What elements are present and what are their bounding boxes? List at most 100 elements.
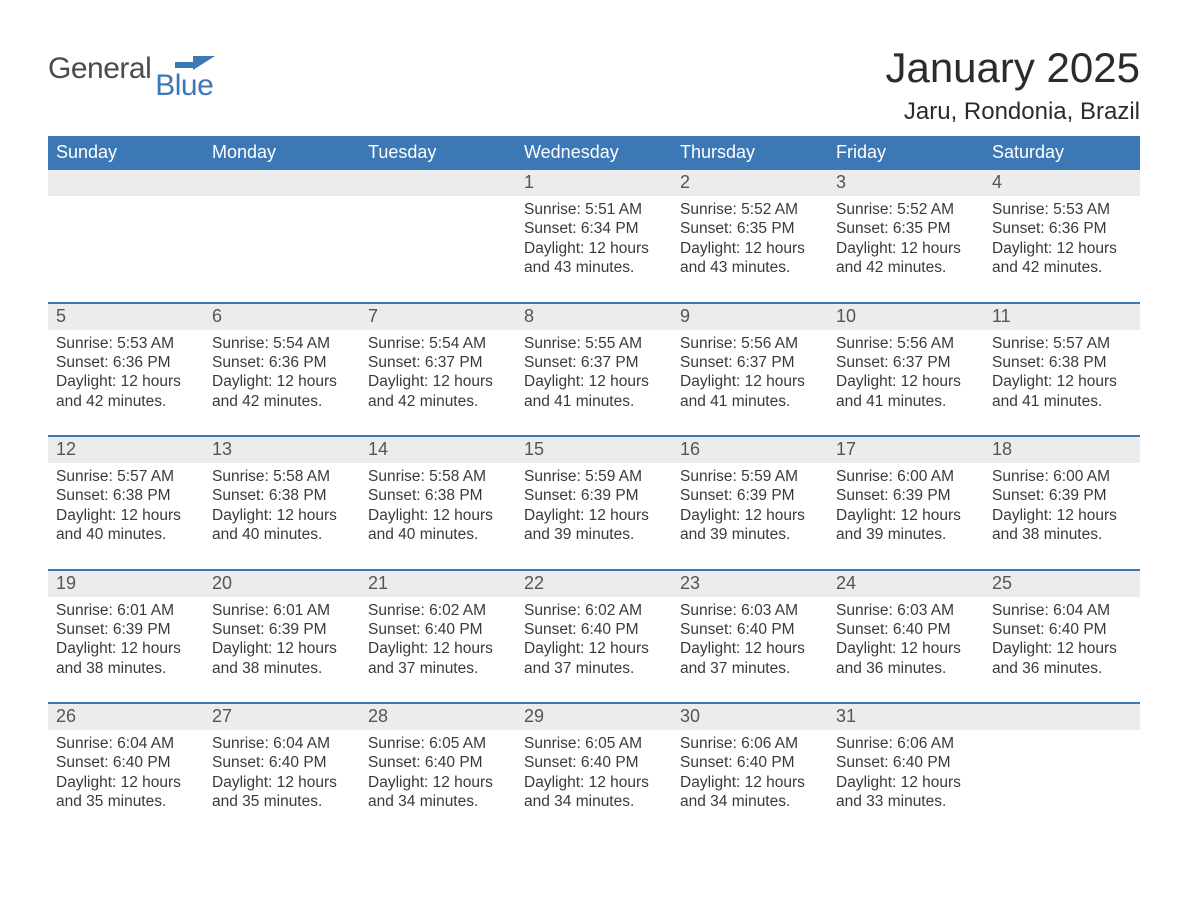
day-number: 12 (48, 437, 204, 463)
day-number: 31 (828, 704, 984, 730)
sunset-text: Sunset: 6:38 PM (212, 486, 352, 505)
day-cell (204, 196, 360, 302)
logo-blue-wrap: Blue (155, 56, 215, 99)
day-number: 4 (984, 170, 1140, 196)
day-number: 16 (672, 437, 828, 463)
sunrise-text: Sunrise: 5:59 AM (524, 467, 664, 486)
day-cell: Sunrise: 6:06 AMSunset: 6:40 PMDaylight:… (828, 730, 984, 836)
sunrise-text: Sunrise: 5:51 AM (524, 200, 664, 219)
calendar-week: 567891011Sunrise: 5:53 AMSunset: 6:36 PM… (48, 302, 1140, 436)
sunset-text: Sunset: 6:35 PM (836, 219, 976, 238)
sunset-text: Sunset: 6:40 PM (992, 620, 1132, 639)
sunset-text: Sunset: 6:40 PM (56, 753, 196, 772)
daynum-band: 1234 (48, 170, 1140, 196)
day-number: 24 (828, 571, 984, 597)
day-number: 18 (984, 437, 1140, 463)
sunrise-text: Sunrise: 6:02 AM (524, 601, 664, 620)
sunrise-text: Sunrise: 6:00 AM (992, 467, 1132, 486)
sunset-text: Sunset: 6:37 PM (524, 353, 664, 372)
sunset-text: Sunset: 6:40 PM (368, 753, 508, 772)
day-cell: Sunrise: 5:54 AMSunset: 6:36 PMDaylight:… (204, 330, 360, 436)
day-cell: Sunrise: 5:57 AMSunset: 6:38 PMDaylight:… (984, 330, 1140, 436)
sunset-text: Sunset: 6:39 PM (56, 620, 196, 639)
day-number: 9 (672, 304, 828, 330)
daylight-text: Daylight: 12 hours and 39 minutes. (680, 506, 820, 545)
daylight-text: Daylight: 12 hours and 36 minutes. (992, 639, 1132, 678)
weeks-container: 1234Sunrise: 5:51 AMSunset: 6:34 PMDayli… (48, 170, 1140, 836)
sunrise-text: Sunrise: 6:06 AM (680, 734, 820, 753)
calendar-week: 262728293031Sunrise: 6:04 AMSunset: 6:40… (48, 702, 1140, 836)
daynum-band: 12131415161718 (48, 437, 1140, 463)
day-cell: Sunrise: 6:04 AMSunset: 6:40 PMDaylight:… (48, 730, 204, 836)
sunrise-text: Sunrise: 5:58 AM (212, 467, 352, 486)
day-number: 5 (48, 304, 204, 330)
sunrise-text: Sunrise: 5:54 AM (212, 334, 352, 353)
weekday-header: Wednesday (516, 136, 672, 170)
sunrise-text: Sunrise: 6:04 AM (212, 734, 352, 753)
day-number: 27 (204, 704, 360, 730)
daylight-text: Daylight: 12 hours and 41 minutes. (992, 372, 1132, 411)
daylight-text: Daylight: 12 hours and 37 minutes. (524, 639, 664, 678)
day-cell: Sunrise: 5:53 AMSunset: 6:36 PMDaylight:… (48, 330, 204, 436)
day-number: 1 (516, 170, 672, 196)
daylight-text: Daylight: 12 hours and 42 minutes. (836, 239, 976, 278)
daylight-text: Daylight: 12 hours and 34 minutes. (680, 773, 820, 812)
day-cell: Sunrise: 5:55 AMSunset: 6:37 PMDaylight:… (516, 330, 672, 436)
day-number: 26 (48, 704, 204, 730)
sunrise-text: Sunrise: 6:04 AM (992, 601, 1132, 620)
logo-general-text: General (48, 54, 151, 84)
sunrise-text: Sunrise: 5:59 AM (680, 467, 820, 486)
sunset-text: Sunset: 6:35 PM (680, 219, 820, 238)
sunset-text: Sunset: 6:40 PM (680, 753, 820, 772)
day-cell: Sunrise: 5:51 AMSunset: 6:34 PMDaylight:… (516, 196, 672, 302)
sunset-text: Sunset: 6:39 PM (836, 486, 976, 505)
day-cell: Sunrise: 5:56 AMSunset: 6:37 PMDaylight:… (828, 330, 984, 436)
sunrise-text: Sunrise: 6:03 AM (836, 601, 976, 620)
sunrise-text: Sunrise: 5:57 AM (56, 467, 196, 486)
daylight-text: Daylight: 12 hours and 39 minutes. (524, 506, 664, 545)
sunset-text: Sunset: 6:40 PM (524, 753, 664, 772)
sunset-text: Sunset: 6:36 PM (56, 353, 196, 372)
daylight-text: Daylight: 12 hours and 37 minutes. (680, 639, 820, 678)
sunset-text: Sunset: 6:40 PM (680, 620, 820, 639)
daylight-text: Daylight: 12 hours and 42 minutes. (212, 372, 352, 411)
day-cell (48, 196, 204, 302)
sunset-text: Sunset: 6:38 PM (992, 353, 1132, 372)
logo-blue-text: Blue (155, 72, 213, 99)
sunrise-text: Sunrise: 6:05 AM (524, 734, 664, 753)
daylight-text: Daylight: 12 hours and 35 minutes. (212, 773, 352, 812)
daylight-text: Daylight: 12 hours and 34 minutes. (368, 773, 508, 812)
sunset-text: Sunset: 6:39 PM (680, 486, 820, 505)
daylight-text: Daylight: 12 hours and 36 minutes. (836, 639, 976, 678)
day-number (48, 170, 204, 196)
sunrise-text: Sunrise: 6:01 AM (56, 601, 196, 620)
sunrise-text: Sunrise: 5:55 AM (524, 334, 664, 353)
sunrise-text: Sunrise: 6:03 AM (680, 601, 820, 620)
day-cell: Sunrise: 5:52 AMSunset: 6:35 PMDaylight:… (672, 196, 828, 302)
daylight-text: Daylight: 12 hours and 38 minutes. (212, 639, 352, 678)
day-number (204, 170, 360, 196)
sunrise-text: Sunrise: 5:52 AM (680, 200, 820, 219)
day-cell: Sunrise: 6:04 AMSunset: 6:40 PMDaylight:… (204, 730, 360, 836)
daynum-band: 19202122232425 (48, 571, 1140, 597)
weekday-header: Friday (828, 136, 984, 170)
brand-logo: General Blue (48, 44, 215, 99)
daylight-text: Daylight: 12 hours and 42 minutes. (992, 239, 1132, 278)
day-cell: Sunrise: 6:03 AMSunset: 6:40 PMDaylight:… (828, 597, 984, 703)
sunset-text: Sunset: 6:38 PM (56, 486, 196, 505)
day-number: 8 (516, 304, 672, 330)
day-number: 13 (204, 437, 360, 463)
daylight-text: Daylight: 12 hours and 37 minutes. (368, 639, 508, 678)
daylight-text: Daylight: 12 hours and 40 minutes. (56, 506, 196, 545)
sunrise-text: Sunrise: 6:01 AM (212, 601, 352, 620)
day-cell: Sunrise: 5:53 AMSunset: 6:36 PMDaylight:… (984, 196, 1140, 302)
day-number: 19 (48, 571, 204, 597)
day-cell: Sunrise: 5:58 AMSunset: 6:38 PMDaylight:… (360, 463, 516, 569)
daylight-text: Daylight: 12 hours and 39 minutes. (836, 506, 976, 545)
daylight-text: Daylight: 12 hours and 38 minutes. (56, 639, 196, 678)
sunset-text: Sunset: 6:39 PM (524, 486, 664, 505)
day-cell: Sunrise: 5:52 AMSunset: 6:35 PMDaylight:… (828, 196, 984, 302)
day-cell: Sunrise: 6:05 AMSunset: 6:40 PMDaylight:… (360, 730, 516, 836)
day-number: 17 (828, 437, 984, 463)
day-number: 3 (828, 170, 984, 196)
